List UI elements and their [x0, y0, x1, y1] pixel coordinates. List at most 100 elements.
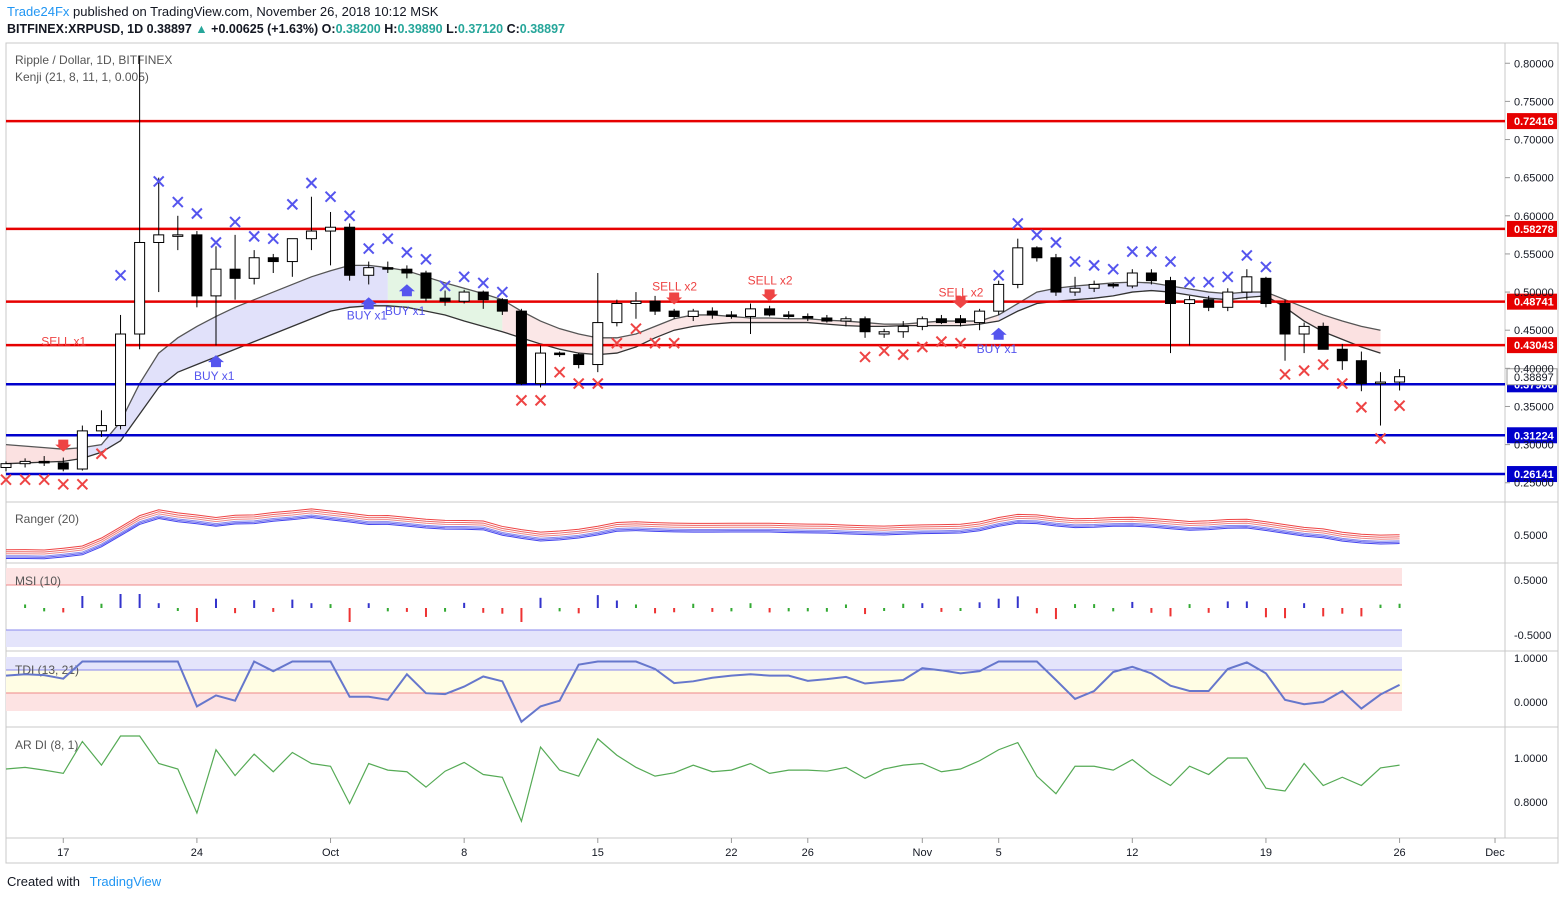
msi-bar	[997, 598, 1000, 608]
x-mark	[668, 337, 680, 349]
candle-body	[840, 318, 852, 322]
x-mark	[1069, 255, 1081, 268]
level-badge	[1507, 113, 1557, 130]
x-mark	[1317, 358, 1329, 371]
x-mark	[1355, 401, 1368, 413]
time-axis[interactable]: 17 24 Oct 8 15 22 26 Nov 5 12 19 26 Dec	[57, 838, 1505, 859]
x-mark	[439, 280, 451, 292]
tdi-polyline	[5, 660, 1401, 724]
msi-bar	[81, 596, 84, 608]
candle-body	[916, 318, 928, 327]
msi-bar	[768, 608, 771, 613]
candle-body	[955, 318, 966, 324]
msi-bar	[883, 608, 886, 611]
ardi-tick-lower: 0.8000	[1514, 797, 1548, 809]
x-mark	[191, 207, 203, 220]
msi-histogram	[24, 594, 1401, 622]
msi-bar	[749, 603, 752, 608]
y-tick-label: 0.40000	[1514, 363, 1554, 375]
msi-bar	[157, 603, 160, 608]
x-mark	[363, 242, 375, 255]
y-tick-label: 0.55000	[1514, 249, 1554, 261]
y-tick-label: 0.25000	[1514, 478, 1554, 490]
msi-bar	[1112, 608, 1115, 612]
level-badge	[1507, 466, 1557, 483]
candle-body	[764, 308, 776, 316]
candle-body	[1031, 247, 1043, 259]
candle-body	[191, 234, 203, 297]
level-badge	[1507, 337, 1557, 354]
ranger-band-line	[5, 508, 1400, 551]
msi-bar	[386, 608, 389, 612]
sell-arrow-icon	[761, 289, 778, 302]
msi-bar	[214, 598, 217, 608]
x-mark	[1336, 377, 1349, 390]
buy-arrow-icon	[360, 297, 377, 310]
candle-body	[76, 430, 88, 470]
candle-body	[1145, 272, 1157, 282]
level-label: 0.58278	[1514, 224, 1554, 236]
tdi-upper-zone	[6, 657, 1402, 670]
candle-body	[706, 310, 718, 316]
candle-body	[859, 318, 871, 333]
x-mark	[1222, 271, 1234, 283]
ranger-band-line	[5, 512, 1400, 555]
price-axis[interactable]: 0.80000 0.75000 0.70000 0.65000 0.60000 0.550…	[1505, 58, 1554, 490]
candle-body	[573, 354, 585, 366]
x-mark	[1260, 261, 1272, 273]
up-arrow-icon: ▲	[195, 22, 208, 36]
msi-bar	[634, 604, 637, 608]
x-mark	[267, 232, 279, 245]
msi-bar	[864, 608, 867, 615]
candle-body	[210, 268, 222, 297]
x-mark	[248, 230, 260, 243]
msi-bar	[902, 603, 905, 608]
msi-bar	[558, 608, 561, 612]
candle-body	[344, 226, 356, 276]
x-tick-label: Dec	[1485, 847, 1505, 859]
msi-bar	[424, 608, 427, 617]
x-mark	[38, 473, 50, 486]
candle-body	[0, 463, 12, 468]
candle-body	[1279, 303, 1291, 335]
x-mark	[0, 473, 12, 486]
candle-body	[115, 333, 127, 427]
tdi-panel: TDI (13, 21) 1.0000 0.0000	[5, 653, 1548, 724]
x-mark	[572, 377, 585, 390]
brand-name[interactable]: Trade24Fx	[7, 4, 70, 19]
sell-arrow-icon	[952, 296, 969, 309]
msi-bar	[940, 608, 943, 612]
current-price-label: 0.38897	[1514, 372, 1554, 384]
msi-bar	[539, 597, 542, 608]
x-mark	[496, 286, 509, 298]
msi-bar	[615, 600, 618, 608]
level-label: 0.48741	[1514, 297, 1554, 309]
msi-bar	[43, 608, 46, 612]
msi-bar	[329, 604, 332, 608]
tradingview-logo[interactable]: TradingView	[89, 874, 162, 889]
msi-bar	[978, 602, 981, 608]
msi-bar	[1360, 608, 1363, 617]
x-mark	[382, 232, 394, 245]
msi-bar	[711, 608, 714, 612]
candle-body	[286, 238, 298, 263]
msi-bar	[195, 608, 198, 622]
candle-body	[668, 310, 680, 317]
msi-bar	[959, 608, 962, 611]
signal-label: BUY x1	[194, 369, 235, 383]
candle-body	[1088, 283, 1100, 289]
symbol-label: BITFINEX:XRPUSD, 1D	[7, 22, 144, 36]
last-price: 0.38897	[146, 22, 192, 36]
tdi-title: TDI (13, 21)	[15, 663, 79, 677]
x-mark	[515, 394, 528, 407]
msi-bar	[577, 608, 580, 614]
x-mark	[1298, 364, 1310, 377]
x-tick-label: 24	[191, 847, 203, 859]
msi-bar	[501, 608, 504, 614]
x-mark	[1050, 236, 1062, 249]
ardi-polyline	[5, 735, 1400, 824]
candle-body	[897, 325, 909, 333]
y-tick-label: 0.35000	[1514, 401, 1554, 413]
